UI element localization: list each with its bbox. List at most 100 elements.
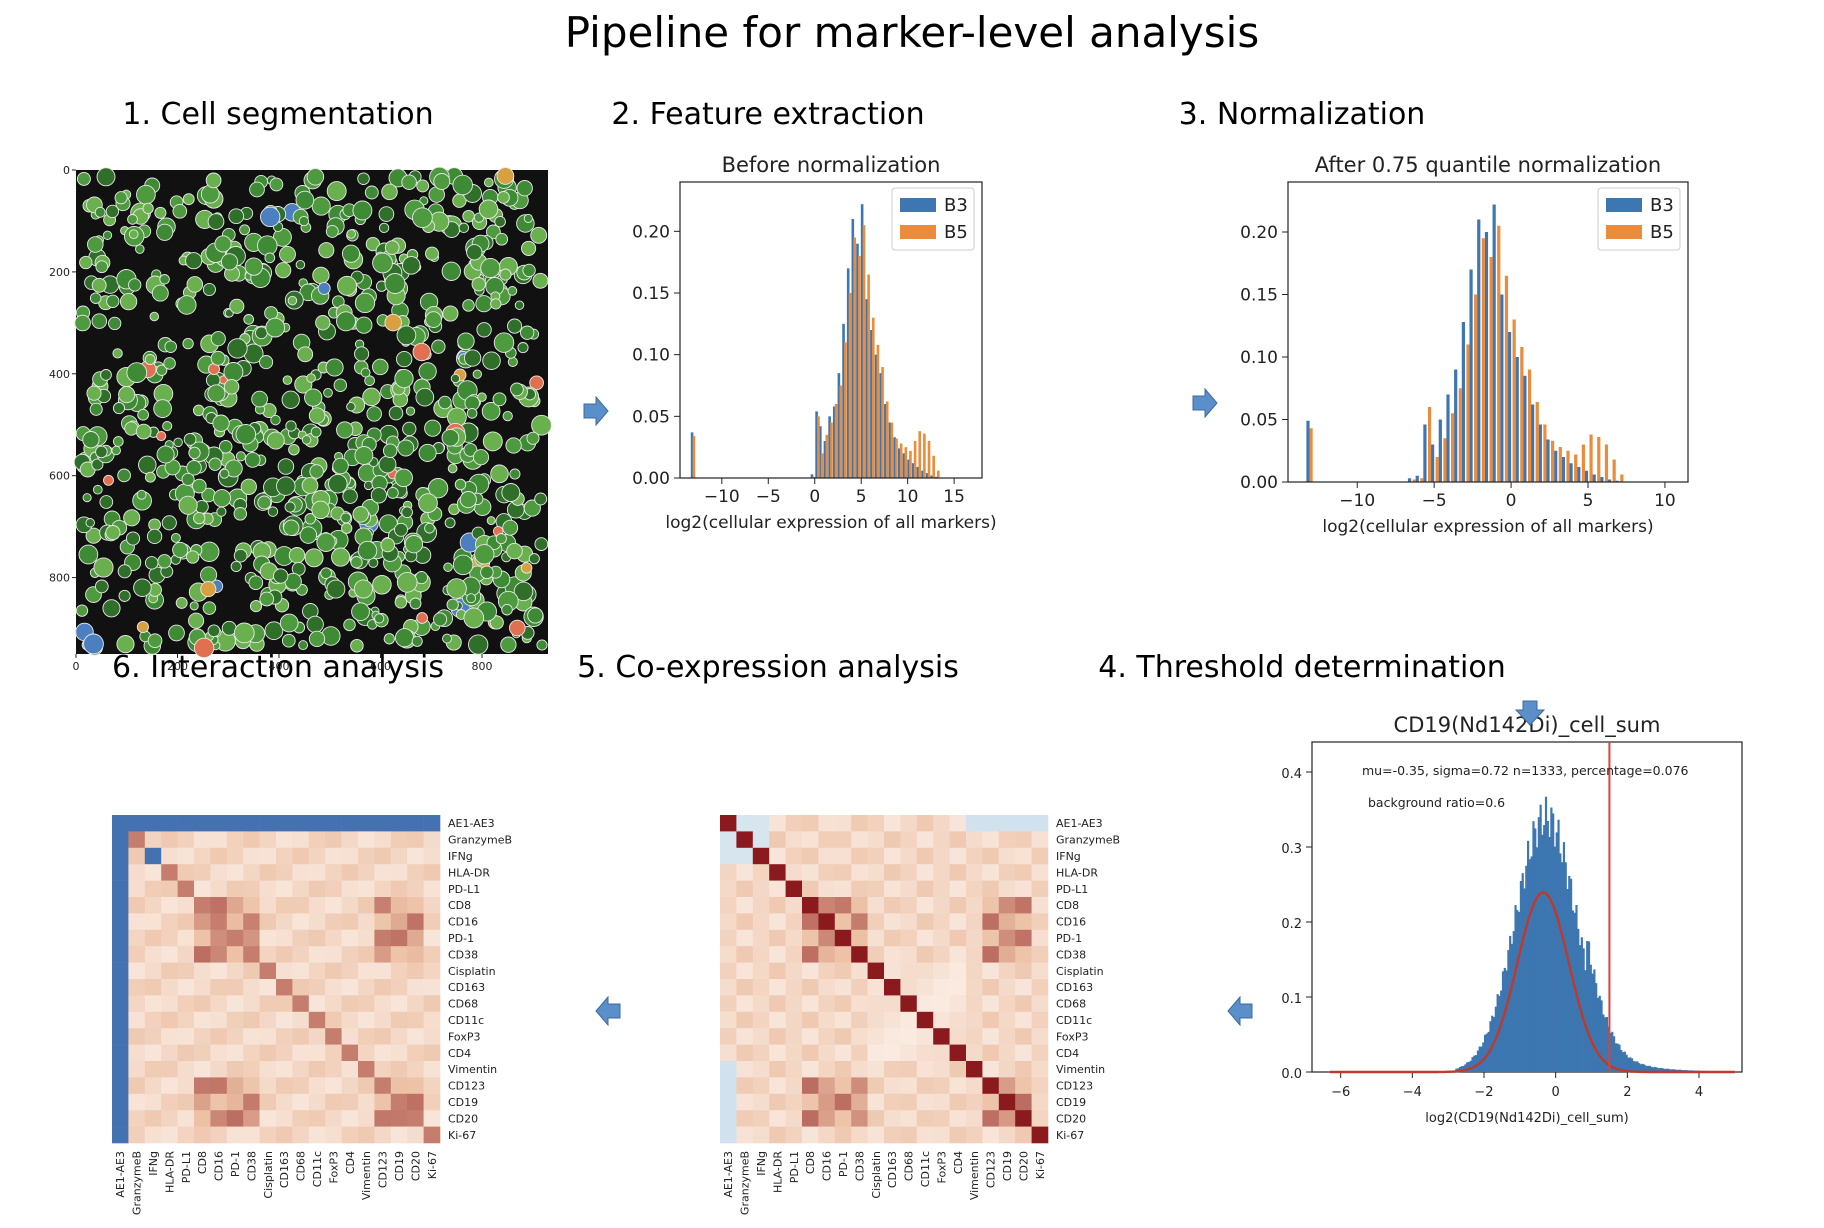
histogram-bar xyxy=(1546,439,1550,482)
heatmap-cell xyxy=(736,897,754,914)
x-tick-label: −5 xyxy=(1422,491,1447,511)
heatmap-cell xyxy=(407,1077,424,1095)
heatmap-cell xyxy=(720,1028,737,1045)
heatmap-cell xyxy=(358,897,375,914)
heatmap-cell xyxy=(785,897,803,914)
histogram-bar xyxy=(1630,1058,1634,1072)
cell xyxy=(386,486,399,499)
cell xyxy=(372,358,389,376)
histogram-bar xyxy=(935,476,938,478)
cell xyxy=(102,599,121,618)
cell xyxy=(495,533,507,545)
cell xyxy=(331,547,351,567)
cell xyxy=(86,385,102,401)
cell xyxy=(295,190,315,210)
heatmap-cell xyxy=(1031,1028,1049,1045)
cell xyxy=(370,487,388,504)
heatmap-cell xyxy=(341,831,359,849)
heatmap-cell xyxy=(949,995,967,1013)
cell xyxy=(531,414,552,436)
heatmap-cell xyxy=(226,880,244,898)
heatmap-cell xyxy=(900,995,918,1013)
histogram-bar xyxy=(1668,1069,1671,1072)
heatmap-cell xyxy=(818,1061,836,1078)
histogram-bar xyxy=(1481,238,1485,482)
heatmap-cell xyxy=(407,1126,424,1144)
histogram-bar xyxy=(1609,1032,1612,1072)
cell xyxy=(281,633,296,648)
histogram-bar xyxy=(1623,1051,1626,1072)
heatmap-cell xyxy=(884,1110,901,1127)
histogram-bar xyxy=(1489,257,1493,482)
cell xyxy=(199,541,220,562)
cell xyxy=(185,252,203,270)
cell xyxy=(418,493,438,513)
heatmap-cell xyxy=(949,1126,967,1144)
cell xyxy=(128,278,142,292)
heatmap-cell xyxy=(867,913,885,931)
heatmap-cell xyxy=(194,1077,211,1095)
heatmap-cell xyxy=(128,913,146,931)
heatmap-cell xyxy=(194,995,211,1013)
histogram-bar xyxy=(867,274,870,478)
heatmap-cell xyxy=(423,1093,441,1111)
heatmap-cell xyxy=(851,847,868,865)
cell xyxy=(529,375,544,391)
heatmap-cell xyxy=(341,847,359,865)
heatmap-cell xyxy=(949,815,967,832)
cell xyxy=(431,339,446,354)
heatmap-cell xyxy=(867,1126,885,1144)
legend-label: B5 xyxy=(944,222,968,243)
histogram-bar xyxy=(1648,1065,1652,1072)
heatmap-cell xyxy=(949,1028,967,1045)
cell xyxy=(357,172,370,185)
cell xyxy=(233,548,248,563)
heatmap-cell xyxy=(276,979,293,996)
heatmap-cell xyxy=(916,979,934,996)
heatmap-cell xyxy=(966,880,983,898)
heatmap-cell xyxy=(423,847,441,865)
heatmap-cell xyxy=(308,979,326,996)
histogram-bar xyxy=(1555,832,1558,1072)
heatmap-cell xyxy=(276,1110,293,1127)
cell xyxy=(301,477,319,494)
histogram-bar xyxy=(1672,1069,1675,1072)
histogram-bar xyxy=(1647,1065,1650,1072)
heatmap-cell xyxy=(769,864,786,881)
heatmap-cell xyxy=(1015,815,1032,832)
heatmap-cell xyxy=(720,831,737,849)
heatmap-cell xyxy=(720,897,737,914)
x-tick-label: −6 xyxy=(1331,1085,1350,1100)
heatmap-cell xyxy=(769,831,786,849)
heatmap-cell xyxy=(194,880,211,898)
y-tick-label: 0.3 xyxy=(1281,842,1302,857)
step-5-label: 5. Co-expression analysis xyxy=(577,650,959,685)
heatmap-cell xyxy=(834,815,852,832)
cell xyxy=(306,168,325,186)
cell xyxy=(446,598,459,611)
cell xyxy=(490,464,509,484)
row-label: Vimentin xyxy=(1056,1063,1105,1076)
heatmap-cell xyxy=(933,1028,950,1045)
heatmap-cell xyxy=(851,831,868,849)
column-label: Vimentin xyxy=(968,1151,981,1200)
histogram-bar xyxy=(902,453,906,478)
heatmap-cell xyxy=(982,946,1000,963)
heatmap-cell xyxy=(423,1126,441,1144)
histogram-bar xyxy=(1568,875,1571,1072)
cell xyxy=(116,635,135,654)
cell xyxy=(95,260,109,274)
cell xyxy=(282,375,293,385)
histogram-bar xyxy=(907,459,910,478)
heatmap-cell xyxy=(802,1044,819,1062)
histogram-bar xyxy=(1582,948,1585,1072)
cell xyxy=(446,578,467,599)
heatmap-cell xyxy=(243,1044,260,1062)
heatmap-cell xyxy=(949,897,967,914)
heatmap-cell xyxy=(341,1110,359,1127)
heatmap-cell xyxy=(998,929,1016,947)
row-label: CD123 xyxy=(1056,1080,1093,1093)
heatmap-cell xyxy=(243,1110,260,1127)
heatmap-cell xyxy=(998,847,1016,865)
histogram-bar xyxy=(1515,357,1519,482)
